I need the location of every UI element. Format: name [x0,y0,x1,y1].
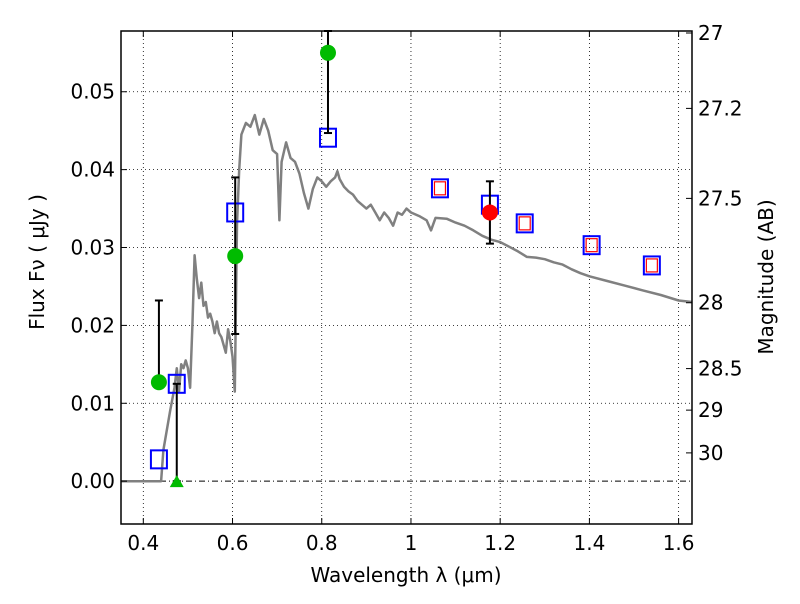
y2-tick-label: 29 [698,398,723,422]
y2-tick-label: 27 [698,21,723,45]
model-photometry-square [582,235,601,256]
y2-tick-label: 27.2 [698,96,743,120]
x-tick-label: 0.6 [217,531,249,555]
y-tick-label: 0.05 [70,80,115,104]
y-tick-label: 0.02 [70,313,115,337]
x-tick-label: 1.2 [484,531,516,555]
observed-flux-point [481,204,498,221]
plot-area [121,30,693,488]
model-photometry-inner-square [585,238,598,253]
x-tick-label: 1.4 [573,531,605,555]
x-tick-labels: 0.4 0.6 0.8 1 1.2 1.4 1.6 [127,531,694,555]
model-photometry-square [149,449,168,470]
y-tick-label: 0.03 [70,236,115,260]
y-tick-label: 0.04 [70,158,115,182]
y-axis-label: Flux Fν ( μJy ) [25,194,49,330]
y2-axis-label: Magnitude (AB) [754,199,778,354]
y-tick-label: 0.00 [70,469,115,493]
model-spectrum-line [121,113,693,483]
model-photometry-inner-square [645,258,658,273]
x-axis-label: Wavelength λ (μm) [310,563,501,587]
axes-frame [120,30,693,525]
observed-flux-point [150,374,167,391]
y2-tick-label: 28.5 [698,357,743,381]
observed-flux-point [227,248,244,265]
y-tick-labels: 0.00 0.01 0.02 0.03 0.04 0.05 [70,80,115,493]
y-tick-label: 0.01 [70,391,115,415]
model-photometry-square [642,255,661,276]
y2-tick-label: 27.5 [698,186,743,210]
model-photometry-square [515,213,534,234]
axis-ticks [121,31,692,524]
observed-upper-limit-point [169,475,184,488]
model-photometry-inner-square [518,216,531,231]
observed-flux-point [319,44,336,61]
model-photometry-inner-square [433,181,447,196]
x-tick-label: 0.8 [306,531,338,555]
x-tick-label: 0.4 [127,531,159,555]
y2-tick-label: 28 [698,291,723,315]
x-tick-label: 1.6 [663,531,695,555]
x-tick-label: 1 [405,531,418,555]
y2-tick-label: 30 [698,441,723,465]
y2-tick-labels: 27 27.2 27.5 28 28.5 29 30 [698,21,743,465]
model-photometry-square [430,178,449,199]
